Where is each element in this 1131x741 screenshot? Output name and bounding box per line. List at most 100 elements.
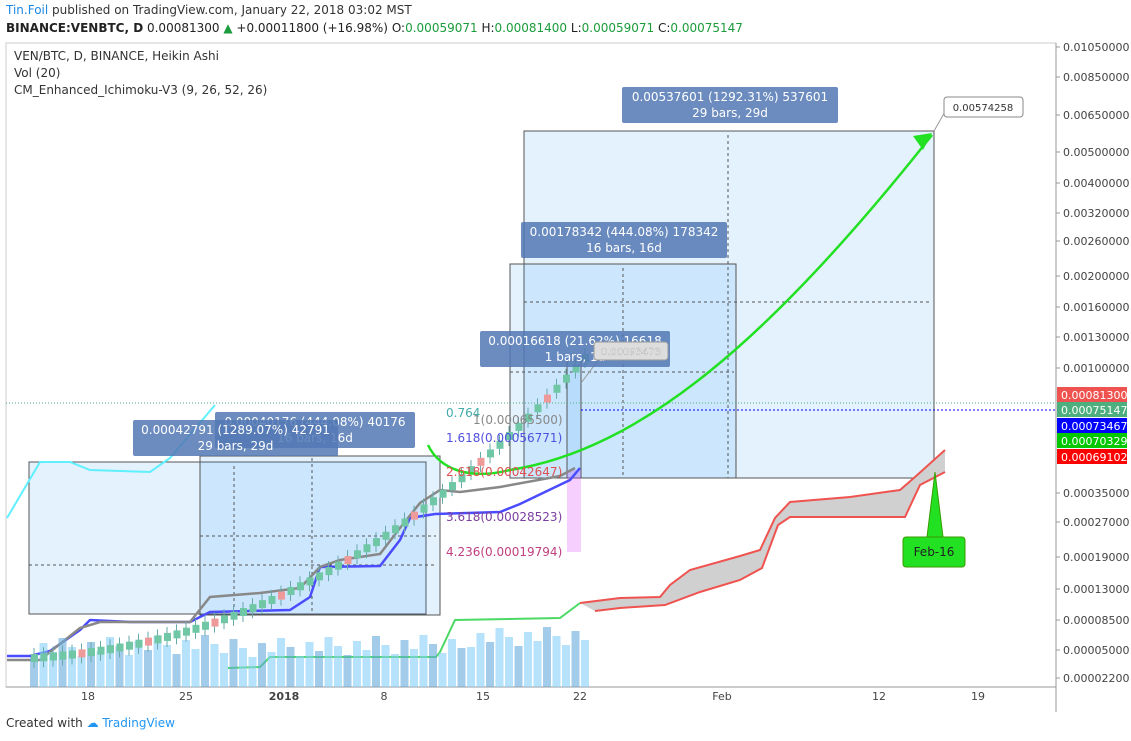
- time-label: 8: [381, 690, 388, 703]
- tenkan: [7, 466, 576, 662]
- volume-bar: [220, 653, 228, 687]
- candle: [496, 440, 504, 449]
- candle: [563, 374, 570, 383]
- volume-bar: [543, 627, 551, 687]
- price-label: 0.00002200: [1063, 672, 1129, 685]
- price-tag-label: 0.00075147: [1061, 404, 1127, 417]
- candle: [221, 615, 228, 624]
- time-label: 18: [81, 690, 95, 703]
- candle: [439, 489, 447, 498]
- callout-text: 0.00093473: [601, 347, 661, 358]
- volume-bar: [191, 649, 200, 687]
- measure-label-box: [622, 87, 838, 123]
- candle: [487, 449, 494, 458]
- span-a: [594, 471, 946, 612]
- measure-label-box: [521, 222, 727, 258]
- fib-label: 0.764: [446, 406, 480, 420]
- volume-bar: [372, 636, 380, 687]
- price-tag-label: 0.00081300: [1061, 389, 1127, 402]
- volume-bar: [49, 652, 57, 687]
- candle: [287, 587, 295, 596]
- price-label: 0.00027000: [1063, 516, 1129, 529]
- change: +0.00011800 (+16.98%): [236, 21, 388, 35]
- candle: [126, 641, 133, 650]
- time-label: Feb: [712, 690, 731, 703]
- chikou: [6, 404, 216, 519]
- candle: [259, 600, 266, 609]
- span-a: [579, 449, 946, 604]
- o-label: O:: [391, 21, 406, 35]
- volume-bar: [201, 635, 209, 687]
- measure-box: [523, 130, 935, 479]
- candle: [420, 504, 428, 513]
- volume-bar: [505, 637, 513, 687]
- projection-curve: [426, 134, 933, 476]
- time-label: 22: [573, 690, 587, 703]
- time-label: 15: [476, 690, 490, 703]
- volume-bar: [524, 632, 532, 687]
- volume-bar: [410, 649, 418, 687]
- time-label: 19: [971, 690, 985, 703]
- volume-bar: [30, 657, 38, 687]
- volume-bar: [457, 648, 466, 687]
- candles: [31, 348, 589, 668]
- symbol: BINANCE:VENBTC, D: [6, 21, 144, 35]
- price-tag: [1057, 418, 1127, 433]
- candle: [69, 650, 76, 659]
- labels: VEN/BTC, D, BINANCE, Heikin Ashi Vol (20)…: [14, 41, 1129, 703]
- volume-bar: [229, 639, 238, 687]
- price-tag-label: 0.00070329: [1061, 435, 1127, 448]
- author[interactable]: Tin.Foil: [6, 3, 49, 17]
- price-label: 0.00005000: [1063, 644, 1129, 657]
- fib-label: 2.618(0.00042647): [446, 465, 562, 479]
- volume-bar: [182, 640, 190, 687]
- volume-bar: [172, 654, 181, 687]
- candle: [354, 550, 361, 559]
- publish-line: Tin.Foil published on TradingView.com, J…: [6, 3, 412, 17]
- volume-bar: [210, 644, 219, 687]
- measure-box: [28, 461, 427, 615]
- volume-bar: [153, 636, 162, 687]
- volume-bar: [562, 645, 570, 687]
- volume-bar: [68, 647, 76, 687]
- candle: [373, 538, 380, 547]
- candle: [97, 646, 105, 655]
- candle: [116, 643, 124, 652]
- candle: [572, 364, 580, 373]
- volume-bar: [400, 640, 409, 687]
- volume-bar: [87, 642, 95, 687]
- volume-bar: [486, 642, 494, 687]
- volume-bar: [514, 646, 523, 687]
- candle: [183, 627, 190, 636]
- close: 0.00075147: [670, 21, 743, 35]
- candle: [211, 618, 219, 627]
- low: 0.00059071: [581, 21, 655, 35]
- published: published on TradingView.com, January 22…: [52, 3, 412, 17]
- price-label: 0.00850000: [1063, 71, 1129, 84]
- price-label: 0.00008500: [1063, 614, 1129, 627]
- price-label: 0.00320000: [1063, 207, 1129, 220]
- volume-bar: [115, 646, 124, 687]
- candle: [515, 422, 523, 431]
- candle: [164, 632, 171, 641]
- volume-bar: [448, 639, 456, 687]
- candle: [192, 624, 200, 633]
- volume-bar: [476, 633, 485, 687]
- price-label: 0.01050000: [1063, 41, 1129, 54]
- candle: [344, 556, 352, 565]
- volume-bar: [495, 628, 504, 687]
- brand[interactable]: TradingView: [102, 716, 175, 730]
- measure-line1: 0.00178342 (444.08%) 178342: [530, 225, 719, 239]
- time-label: 12: [872, 690, 886, 703]
- fib-label: 4.236(0.00019794): [446, 545, 562, 559]
- callout-box: [902, 536, 966, 568]
- candle: [135, 639, 143, 648]
- volume-bar: [125, 655, 133, 687]
- candle: [31, 654, 38, 662]
- volume: [30, 627, 589, 687]
- volume-bar: [419, 635, 428, 687]
- fib-label: 1(0.00065500): [473, 413, 563, 427]
- candle: [78, 649, 86, 658]
- measure-line1: 0.00042791 (1289.07%) 42791: [141, 423, 330, 437]
- candle: [316, 572, 323, 581]
